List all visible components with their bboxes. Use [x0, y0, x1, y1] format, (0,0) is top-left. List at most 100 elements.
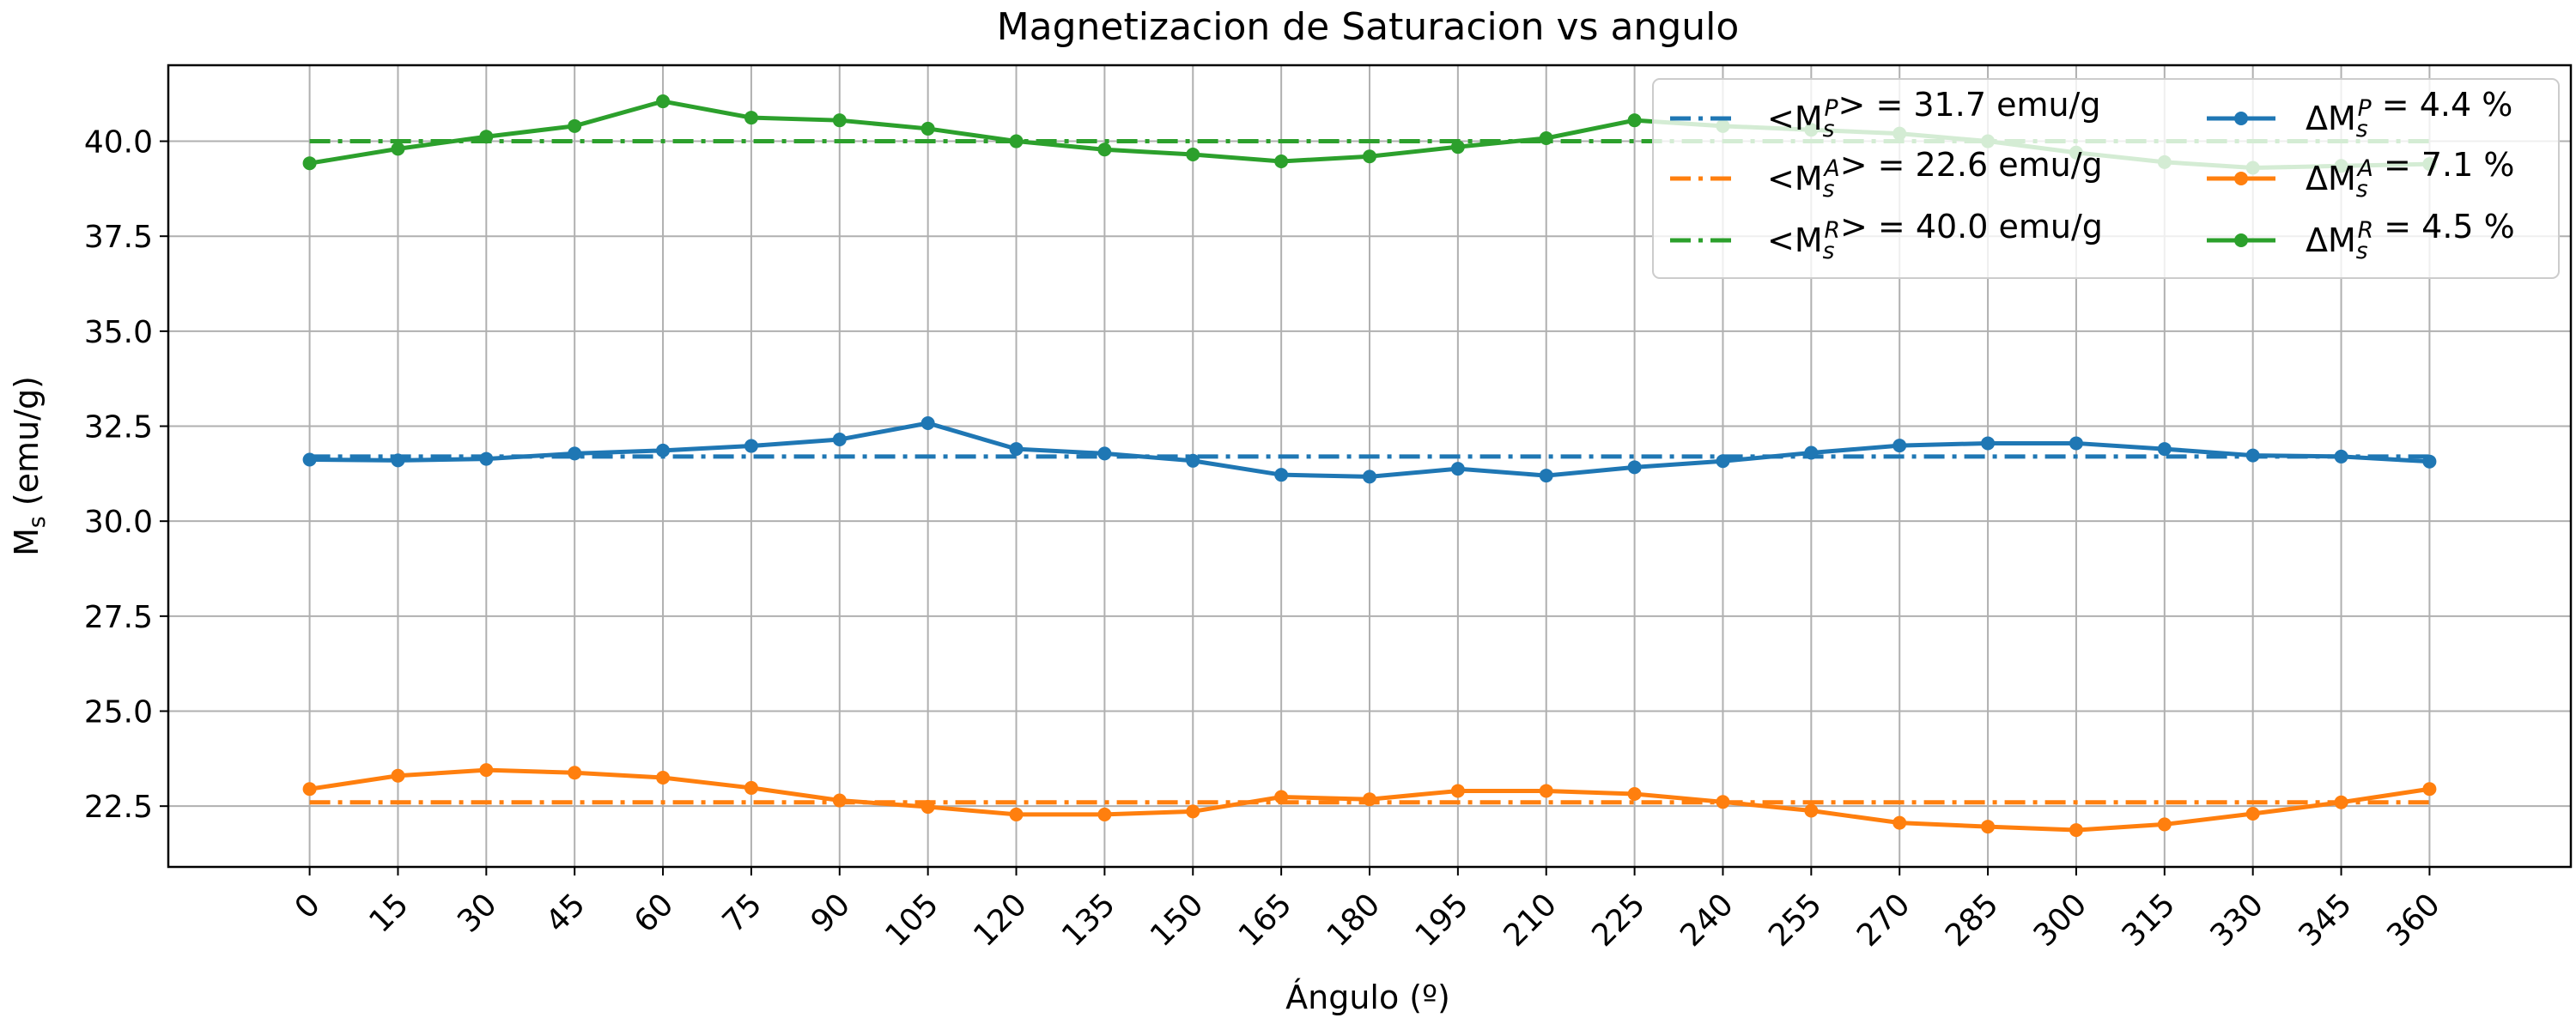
y-tick-label: 25.0 [84, 695, 153, 730]
series-P [302, 415, 2437, 484]
y-tick-labels: 22.5 25.0 27.5 30.0 32.5 35.0 37.5 40.0 [84, 125, 168, 825]
data-point [2069, 436, 2083, 451]
x-tick-label: 60 [628, 887, 680, 939]
data-point [920, 121, 935, 136]
data-point [1981, 436, 1996, 451]
legend-marker-R [2234, 233, 2248, 247]
x-tick-label: 300 [2027, 887, 2094, 954]
data-point [391, 453, 405, 468]
data-point [1009, 134, 1024, 148]
data-point [1274, 154, 1289, 168]
data-point [1009, 807, 1024, 821]
data-point [2334, 449, 2348, 464]
x-tick-label: 45 [539, 887, 592, 939]
data-point [832, 113, 847, 128]
grid [168, 65, 2571, 867]
data-point [1363, 149, 1376, 164]
legend-label-series-P: ΔMsP = 4.4 % [2306, 86, 2512, 142]
data-point [1186, 453, 1200, 468]
data-point [302, 782, 317, 797]
x-tick-label: 270 [1850, 887, 1917, 954]
data-point [656, 94, 671, 109]
x-tick-label: 285 [1939, 887, 2006, 954]
x-tick-label: 255 [1762, 887, 1829, 954]
data-point [1981, 820, 1996, 834]
data-point [2157, 442, 2172, 457]
x-tick-label: 15 [362, 887, 415, 939]
series-A [302, 763, 2437, 838]
data-point [1363, 470, 1376, 484]
data-point [1539, 130, 1553, 145]
y-tick-label: 35.0 [84, 315, 153, 350]
x-tick-label: 135 [1055, 887, 1122, 954]
x-tick-label: 0 [289, 887, 327, 925]
data-point [391, 142, 405, 156]
data-point [656, 443, 671, 457]
data-point [1804, 803, 1819, 818]
data-point [302, 452, 317, 467]
x-tick-label: 90 [805, 887, 857, 939]
data-point [1186, 804, 1200, 819]
data-point [1097, 142, 1112, 157]
y-axis-label: Ms (emu/g) [8, 376, 51, 556]
x-tick-label: 240 [1674, 887, 1741, 954]
data-point [1009, 442, 1024, 457]
data-point [832, 433, 847, 447]
x-axis-label: Ángulo (º) [1285, 978, 1450, 1016]
data-point [568, 766, 582, 780]
x-tick-label: 195 [1409, 887, 1476, 954]
data-point [2422, 454, 2437, 469]
data-point [1363, 792, 1376, 807]
legend-label-series-A: ΔMsA = 7.1 % [2306, 146, 2514, 203]
data-point [1097, 807, 1112, 821]
x-tick-label: 120 [967, 887, 1034, 954]
data-point [656, 770, 671, 785]
series-lines [302, 94, 2437, 838]
data-point [479, 763, 494, 778]
x-tick-label: 105 [878, 887, 945, 954]
data-point [744, 111, 758, 125]
series-R [302, 94, 2437, 175]
legend-label-mean-A: <MsA> = 22.6 emu/g [1767, 146, 2103, 203]
data-point [1893, 815, 1907, 830]
x-tick-label: 315 [2116, 887, 2183, 954]
x-tick-label: 30 [451, 887, 503, 939]
legend-label-mean-R: <MsR> = 40.0 emu/g [1767, 208, 2103, 264]
x-tick-label: 75 [716, 887, 769, 939]
x-tick-label: 360 [2380, 887, 2447, 954]
data-point [479, 130, 494, 144]
data-point [1627, 460, 1642, 475]
data-point [920, 800, 935, 815]
data-point [1539, 469, 1553, 483]
legend-label-series-R: ΔMsR = 4.5 % [2306, 208, 2515, 264]
legend: <MsP> = 31.7 emu/g<MsA> = 22.6 emu/g<MsR… [1652, 78, 2560, 279]
y-tick-label: 40.0 [84, 125, 153, 161]
x-tick-label: 330 [2203, 887, 2270, 954]
y-tick-label: 32.5 [84, 410, 153, 445]
data-point [1627, 113, 1642, 128]
data-point [1539, 784, 1553, 798]
data-point [1274, 468, 1289, 482]
data-point [1097, 446, 1112, 461]
x-tick-label: 345 [2292, 887, 2359, 954]
data-point [568, 446, 582, 461]
data-point [2157, 817, 2172, 832]
data-point [479, 451, 494, 466]
legend-marker-P [2234, 112, 2248, 125]
svg-text:Ms (emu/g): Ms (emu/g) [8, 376, 51, 556]
data-point [1450, 140, 1465, 154]
data-point [744, 439, 758, 453]
data-point [1627, 787, 1642, 802]
data-point [920, 415, 935, 430]
chart-title: Magnetizacion de Saturacion vs angulo [997, 5, 1740, 49]
data-point [832, 793, 847, 808]
data-point [2422, 782, 2437, 797]
legend-label-mean-P: <MsP> = 31.7 emu/g [1767, 86, 2100, 142]
x-tick-labels: 0 15 30 45 60 75 90 105 120 135 150 165 180 195 210 225… [289, 867, 2447, 954]
data-point [1450, 784, 1465, 798]
x-tick-label: 165 [1232, 887, 1299, 954]
data-point [302, 156, 317, 171]
y-tick-label: 37.5 [84, 220, 153, 255]
data-point [2245, 448, 2260, 463]
